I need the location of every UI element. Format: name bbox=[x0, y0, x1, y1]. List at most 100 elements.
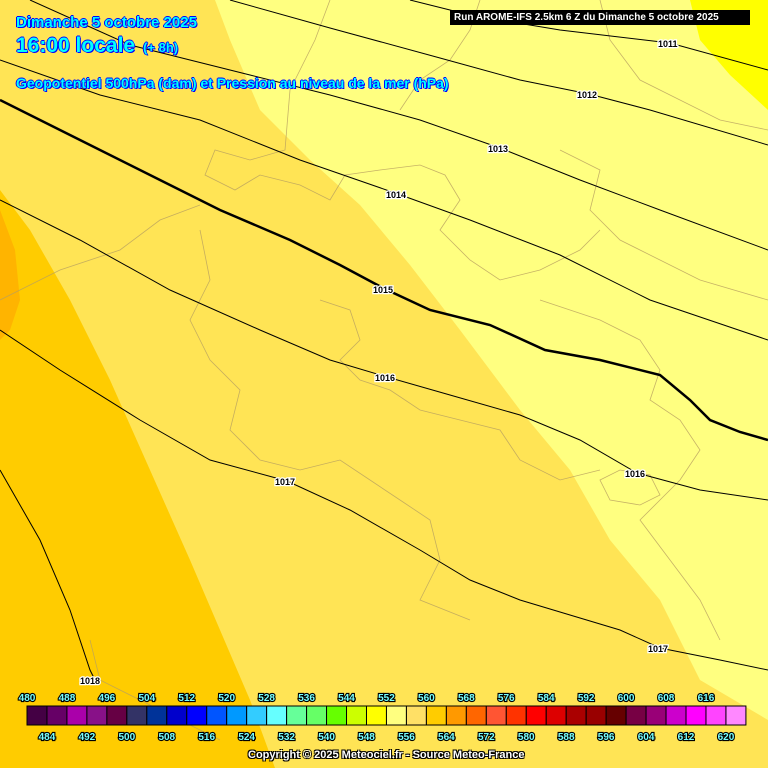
legend-swatch-604 bbox=[645, 705, 667, 726]
legend-swatch-556 bbox=[405, 705, 427, 726]
legend-swatch-492 bbox=[86, 705, 108, 726]
legend-label: 500 bbox=[119, 732, 136, 743]
legend-swatch-496 bbox=[106, 705, 128, 726]
legend-label: 524 bbox=[238, 732, 255, 743]
legend-label: 512 bbox=[178, 693, 195, 704]
isobar-1015-thick bbox=[0, 98, 768, 442]
legend-label: 616 bbox=[698, 693, 715, 704]
legend-label: 568 bbox=[458, 693, 475, 704]
legend-swatch-588 bbox=[565, 705, 587, 726]
field-564 bbox=[0, 190, 275, 768]
legend-swatch-596 bbox=[605, 705, 627, 726]
legend-swatch-536 bbox=[306, 705, 328, 726]
isobar-label: 1016 bbox=[625, 469, 645, 479]
isobar-1017 bbox=[0, 329, 768, 671]
legend-label: 548 bbox=[358, 732, 375, 743]
legend-swatch-500 bbox=[126, 705, 148, 726]
legend-label: 612 bbox=[678, 732, 695, 743]
legend-swatch-512 bbox=[186, 705, 208, 726]
legend-swatch-548 bbox=[365, 705, 387, 726]
isobar-1014 bbox=[0, 59, 768, 341]
legend-label: 600 bbox=[618, 693, 635, 704]
field-568 bbox=[0, 210, 20, 340]
isobar-1016 bbox=[0, 199, 768, 501]
isobar-label: 1016 bbox=[375, 373, 395, 383]
isobar-1013 bbox=[29, 0, 768, 251]
legend-label: 520 bbox=[218, 693, 235, 704]
copyright: Copyright © 2025 Meteociel.fr - Source M… bbox=[248, 749, 525, 761]
isobar-label: 1018 bbox=[80, 676, 100, 686]
time-label: 16:00 locale bbox=[16, 34, 136, 58]
isobar-labels: 1011 1012 1013 1014 1015 1016 1017 1016 … bbox=[79, 38, 679, 688]
legend-swatch-480 bbox=[26, 705, 48, 726]
legend-label: 544 bbox=[338, 693, 355, 704]
legend-swatch-580 bbox=[525, 705, 547, 726]
legend-swatch-616 bbox=[705, 705, 727, 726]
field-556 bbox=[215, 0, 768, 720]
legend-swatch-560 bbox=[425, 705, 447, 726]
run-label: Run AROME-IFS 2.5km 6 Z du Dimanche 5 oc… bbox=[450, 10, 750, 25]
legend-swatch-600 bbox=[625, 705, 647, 726]
legend-label: 540 bbox=[318, 732, 335, 743]
legend-label: 480 bbox=[19, 693, 36, 704]
isobar-label: 1015 bbox=[373, 285, 393, 295]
legend-swatch-524 bbox=[246, 705, 268, 726]
isobar-label: 1014 bbox=[386, 190, 406, 200]
legend-label: 528 bbox=[258, 693, 275, 704]
legend-label: 620 bbox=[718, 732, 735, 743]
legend-label: 532 bbox=[278, 732, 295, 743]
legend-swatch-592 bbox=[585, 705, 607, 726]
legend-swatch-612 bbox=[685, 705, 707, 726]
legend-label: 560 bbox=[418, 693, 435, 704]
field-552 bbox=[690, 0, 768, 110]
legend-swatch-544 bbox=[346, 705, 367, 726]
legend-label: 588 bbox=[558, 732, 575, 743]
legend-label: 504 bbox=[138, 693, 155, 704]
legend-swatch-532 bbox=[286, 705, 308, 726]
legend-label: 492 bbox=[79, 732, 96, 743]
legend-swatch-620 bbox=[725, 705, 747, 726]
legend-swatch-568 bbox=[465, 705, 487, 726]
legend-swatch-608 bbox=[665, 705, 687, 726]
legend-swatch-584 bbox=[545, 705, 567, 726]
legend-swatch-508 bbox=[166, 705, 188, 726]
legend-label: 596 bbox=[598, 732, 615, 743]
forecast-date: Dimanche 5 octobre 2025 bbox=[16, 14, 198, 32]
legend-swatch-564 bbox=[445, 705, 467, 726]
isobar-label: 1012 bbox=[577, 90, 597, 100]
legend-swatch-520 bbox=[226, 705, 248, 726]
legend-label: 484 bbox=[39, 732, 56, 743]
legend-label: 604 bbox=[638, 732, 655, 743]
legend-label: 572 bbox=[478, 732, 495, 743]
legend-swatch-576 bbox=[505, 705, 527, 726]
legend-swatch-488 bbox=[66, 705, 88, 726]
color-legend: 480 484 488 492 496 500 504 508 512 516 520 524 528 5… bbox=[18, 692, 747, 744]
legend-label: 556 bbox=[398, 732, 415, 743]
legend-label: 508 bbox=[158, 732, 175, 743]
isobars bbox=[0, 0, 768, 681]
parameter-title: Geopotentiel 500hPa (dam) et Pression au… bbox=[16, 75, 449, 92]
legend-label: 488 bbox=[59, 693, 76, 704]
legend-label: 496 bbox=[99, 693, 116, 704]
isobar-label: 1011 bbox=[658, 39, 678, 49]
legend-swatch-528 bbox=[266, 705, 288, 726]
legend-swatch-516 bbox=[206, 705, 228, 726]
legend-label: 608 bbox=[658, 693, 675, 704]
legend-swatch-552 bbox=[385, 705, 407, 726]
isobar-label: 1013 bbox=[488, 144, 508, 154]
isobar-1018 bbox=[0, 469, 96, 681]
legend-swatch-572 bbox=[485, 705, 507, 726]
time-offset: (+ 8h) bbox=[143, 40, 179, 56]
legend-label: 564 bbox=[438, 732, 455, 743]
legend-label: 584 bbox=[538, 693, 555, 704]
legend-label: 592 bbox=[578, 693, 595, 704]
isobar-label: 1017 bbox=[648, 644, 668, 654]
legend-label: 580 bbox=[518, 732, 535, 743]
legend-swatch-504 bbox=[146, 705, 168, 726]
isobar-label: 1017 bbox=[275, 477, 295, 487]
legend-swatch-484 bbox=[46, 705, 68, 726]
legend-swatch-540 bbox=[326, 705, 348, 726]
legend-label: 536 bbox=[298, 693, 315, 704]
legend-label: 576 bbox=[498, 693, 515, 704]
